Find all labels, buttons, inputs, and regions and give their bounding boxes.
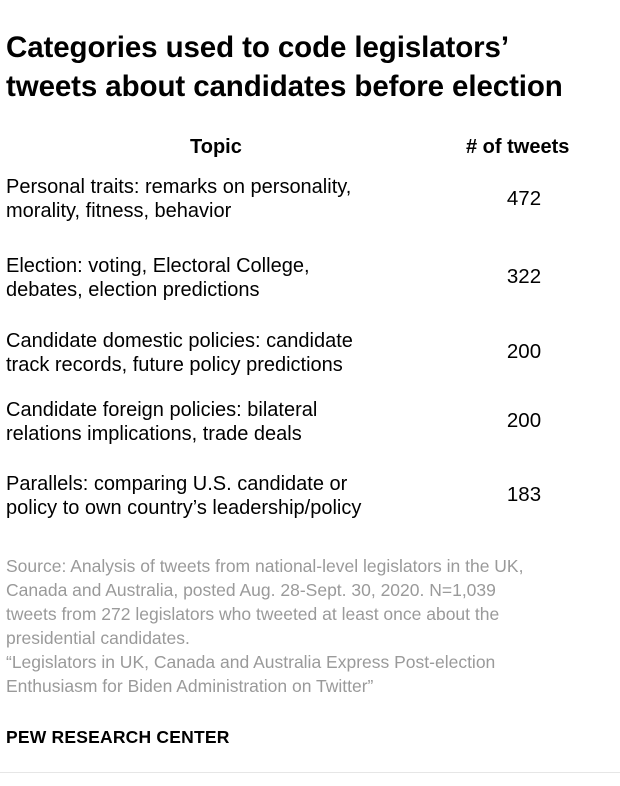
topic-line: morality, fitness, behavior xyxy=(6,200,232,222)
table-row-topic-personal-traits: Personal traits: remarks on personality,… xyxy=(6,175,446,223)
source-note: Source: Analysis of tweets from national… xyxy=(6,554,614,698)
topic-line: track records, future policy predictions xyxy=(6,354,343,376)
table-row-count-parallels: 183 xyxy=(506,483,542,506)
table-row-count-foreign-policies: 200 xyxy=(506,409,542,432)
table-row-topic-parallels: Parallels: comparing U.S. candidate or p… xyxy=(6,472,446,520)
topic-line: Candidate foreign policies: bilateral xyxy=(6,399,318,421)
topic-line: policy to own country’s leadership/polic… xyxy=(6,497,362,519)
table-row-count-personal-traits: 472 xyxy=(506,187,542,210)
table-row-count-domestic-policies: 200 xyxy=(506,340,542,363)
topic-line: Candidate domestic policies: candidate xyxy=(6,330,353,352)
chart-title: Categories used to code legislators’ twe… xyxy=(6,28,614,106)
topic-line: Parallels: comparing U.S. candidate or xyxy=(6,473,348,495)
source-line: tweets from 272 legislators who tweeted … xyxy=(6,604,500,624)
column-header-tweets: # of tweets xyxy=(466,136,570,158)
source-line: Source: Analysis of tweets from national… xyxy=(6,556,524,576)
source-line: Enthusiasm for Biden Administration on T… xyxy=(6,676,374,696)
column-header-topic: Topic xyxy=(190,136,242,158)
source-line: “Legislators in UK, Canada and Australia… xyxy=(6,652,496,672)
bottom-divider xyxy=(0,772,620,773)
table-row-topic-domestic-policies: Candidate domestic policies: candidate t… xyxy=(6,329,446,377)
topic-line: relations implications, trade deals xyxy=(6,423,302,445)
topic-line: debates, election predictions xyxy=(6,279,260,301)
source-line: Canada and Australia, posted Aug. 28-Sep… xyxy=(6,580,496,600)
chart-title-line-2: tweets about candidates before election xyxy=(6,70,563,103)
topic-line: Personal traits: remarks on personality, xyxy=(6,176,352,198)
table-row-topic-foreign-policies: Candidate foreign policies: bilateral re… xyxy=(6,398,446,446)
brand-logo-text: PEW RESEARCH CENTER xyxy=(6,727,230,747)
chart-title-line-1: Categories used to code legislators’ xyxy=(6,31,509,64)
topic-line: Election: voting, Electoral College, xyxy=(6,255,310,277)
source-line: presidential candidates. xyxy=(6,628,190,648)
table-row-count-election: 322 xyxy=(506,265,542,288)
table-row-topic-election: Election: voting, Electoral College, deb… xyxy=(6,254,446,302)
